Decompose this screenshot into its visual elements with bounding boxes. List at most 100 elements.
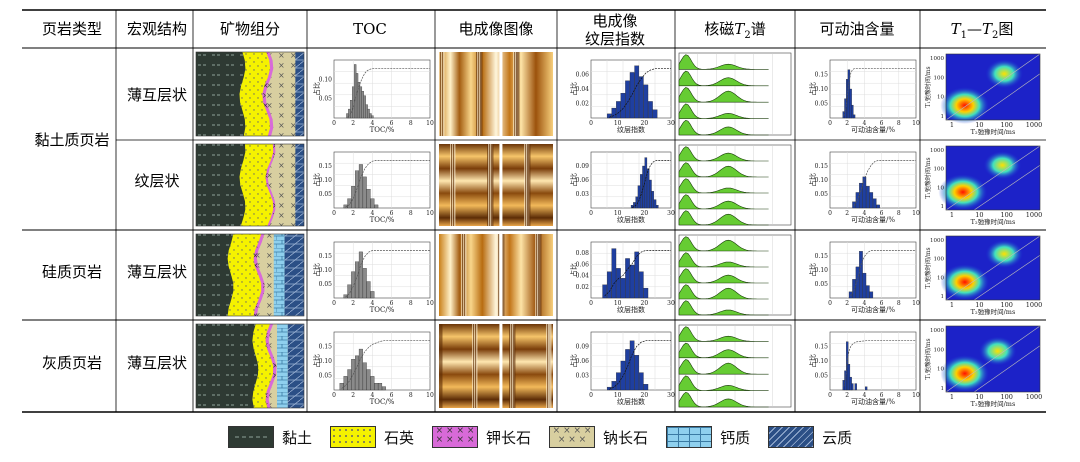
image-stripe: [453, 144, 455, 226]
histogram-bar: [859, 182, 863, 209]
dolomite-swatch-icon: [768, 426, 815, 448]
header-lamina-index-line1: 电成像: [592, 12, 637, 30]
y-tick-label: 1: [941, 114, 945, 120]
histogram-bar: [872, 198, 877, 209]
t2-curve: [678, 103, 769, 119]
clay-swatch-icon: [228, 426, 274, 448]
image-stripe: [476, 324, 478, 408]
x-tick-label: 10: [614, 392, 622, 399]
histogram-bar: [362, 268, 367, 299]
histogram-bar: [848, 291, 853, 299]
histogram-bar: [352, 86, 355, 119]
nmr-t2-spectrum-4: [678, 324, 792, 408]
x-tick-label: 0: [828, 120, 832, 127]
histogram-bar: [634, 355, 640, 391]
x-tick-label: 10: [912, 210, 920, 217]
x-tick-label: 30: [667, 210, 675, 217]
x-tick-label: 8: [897, 300, 901, 307]
y-tick-label: 0.15: [319, 163, 333, 170]
histogram-bar: [638, 372, 644, 391]
legend-item-calcite: 钙质: [666, 426, 750, 448]
plot-frame: [829, 241, 917, 299]
image-stripe: [473, 324, 475, 408]
histogram-bar: [381, 386, 386, 391]
x-tick-label: 1000: [1026, 393, 1043, 401]
x-axis-label: T₂弛豫时间/ms: [971, 307, 1016, 316]
histogram-bar: [620, 278, 626, 299]
cumulative-curve: [843, 68, 916, 117]
mineral-column-1: [195, 51, 305, 137]
x-axis-label: 可动油含量/%: [851, 125, 895, 134]
x-tick-label: 4: [370, 120, 374, 127]
header-t1-t2: T1—T2图: [951, 20, 1014, 41]
cumulative-curve: [347, 68, 430, 118]
x-tick-label: 8: [409, 120, 413, 127]
dolomite-band: [284, 234, 304, 316]
image-stripe: [480, 52, 483, 136]
y-axis-label: T₁弛豫时间/ms: [924, 157, 932, 198]
x-tick-label: 4: [862, 120, 866, 127]
x-axis-label: 纹层指数: [617, 215, 645, 224]
y-tick-label: 0.06: [576, 358, 590, 365]
x-tick-label: 8: [897, 210, 901, 217]
y-tick-label: 100: [934, 257, 945, 263]
image-gap: [499, 52, 503, 136]
image-stripe: [439, 52, 441, 136]
y-tick-label: 0.06: [576, 72, 590, 79]
histogram-bar: [852, 114, 856, 119]
x-tick-label: 10: [426, 210, 434, 217]
legend-label: 石英: [384, 428, 415, 447]
y-axis-label: 占比: [569, 82, 578, 96]
legend-item-albite: × × × × × × × 钠长石: [549, 426, 648, 448]
x-tick-label: 10: [912, 120, 920, 127]
y-tick-label: 0.05: [319, 373, 333, 380]
x-tick-label: 0: [828, 210, 832, 217]
x-tick-label: 0: [332, 120, 336, 127]
histogram-bar: [355, 355, 360, 391]
legend: 黏土 石英 × × × × × × × × 钾长石 × × × × × × × 钠长…: [228, 424, 988, 450]
histogram-bar: [849, 88, 852, 119]
y-tick-label: 0.08: [576, 250, 590, 257]
x-axis-label: 可动油含量/%: [851, 305, 895, 314]
t2-curve: [678, 284, 769, 300]
plot-frame: [945, 325, 1041, 393]
y-tick-label: 0.05: [815, 191, 829, 198]
y-tick-label: 0.10: [319, 358, 333, 365]
mineral-column-4: [195, 323, 305, 409]
kfeldspar-swatch-icon: × × × × × × × ×: [432, 426, 479, 448]
signal-peak: [940, 355, 990, 392]
histogram-bar: [350, 100, 353, 119]
albite-band: [267, 144, 304, 226]
histogram-bar: [616, 101, 621, 119]
histogram-bar: [374, 383, 379, 391]
calcite-band: [273, 234, 285, 316]
signal-peak: [938, 174, 988, 210]
x-tick-label: 10: [614, 210, 622, 217]
histogram-bar: [378, 383, 383, 391]
y-axis-label: 占比: [569, 173, 578, 187]
histogram-bar: [625, 349, 630, 391]
y-tick-label: 0.10: [815, 267, 829, 274]
header-macro-structure: 宏观结构: [127, 20, 187, 38]
histogram-bar: [370, 376, 375, 391]
x-tick-label: 10: [426, 392, 434, 399]
histogram-bar: [646, 168, 650, 209]
y-axis-label: 占比: [312, 173, 321, 187]
y-tick-label: 0.10: [815, 358, 829, 365]
x-tick-label: 20: [641, 392, 649, 399]
image-stripe: [465, 234, 467, 316]
image-gap: [499, 144, 503, 226]
plot-frame: [333, 59, 431, 119]
histogram-bar: [862, 272, 867, 299]
diagonal-line: [974, 73, 1041, 121]
x-tick-label: 0: [828, 300, 832, 307]
y-axis-label: 占比: [808, 173, 817, 187]
x-axis-label: TOC/%: [370, 306, 395, 314]
quartz-swatch-icon: [330, 426, 377, 448]
plot-frame: [829, 59, 917, 119]
plot-frame: [945, 235, 1041, 301]
histogram-bar: [359, 86, 363, 119]
x-tick-label: 1: [950, 393, 954, 401]
x-tick-label: 6: [880, 120, 884, 127]
t1-t2-map-3: 1 10 100 1000 1000 100 10 1 T₂弛豫时间/ms T₁弛豫时间/ms: [924, 235, 1042, 316]
